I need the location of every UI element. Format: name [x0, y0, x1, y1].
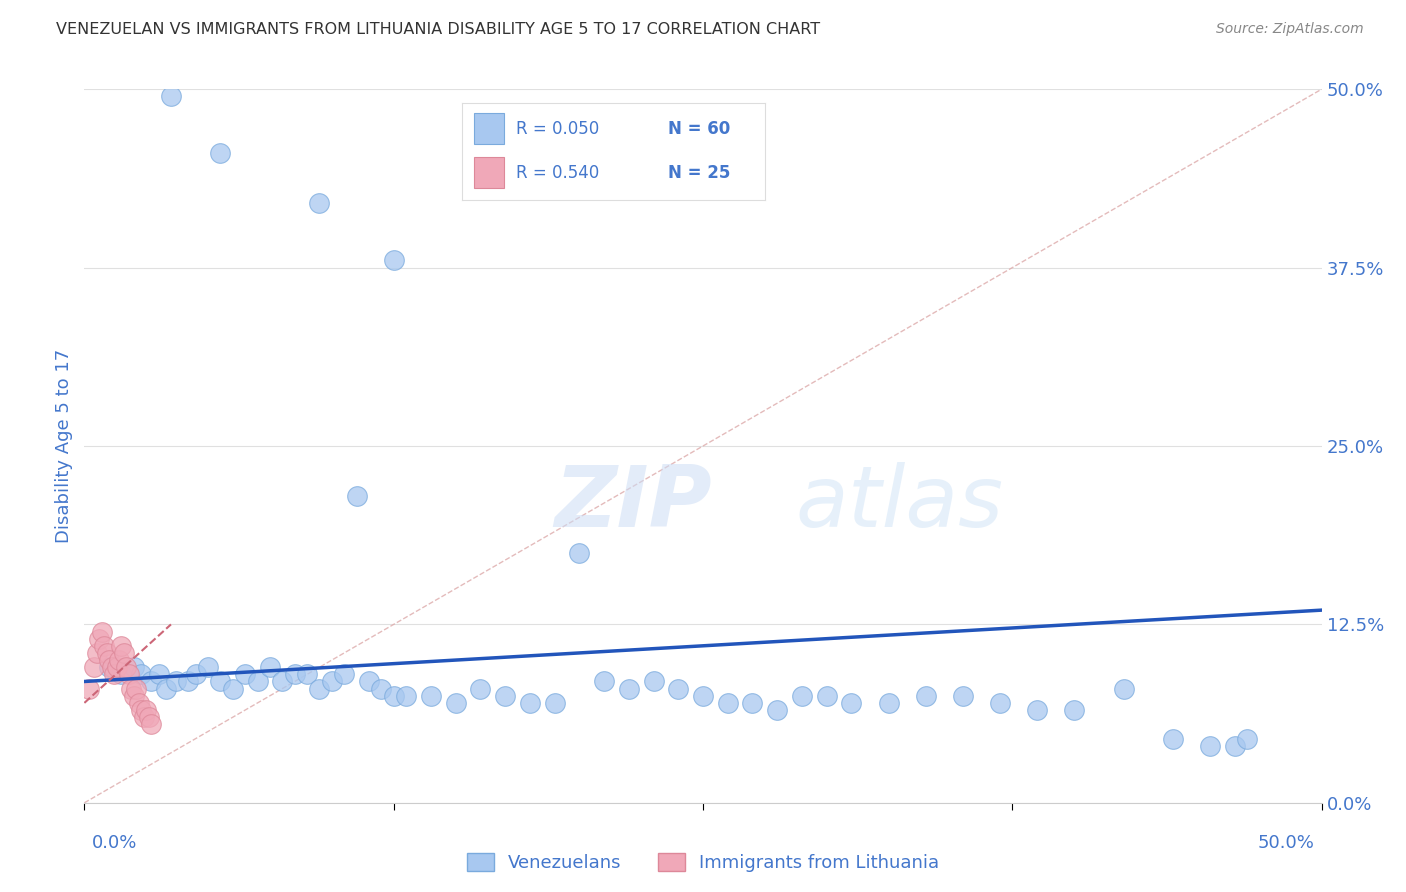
Point	[209, 674, 232, 689]
Point	[115, 660, 138, 674]
Point	[125, 681, 148, 696]
Point	[165, 674, 187, 689]
Point	[105, 660, 128, 674]
Point	[519, 696, 541, 710]
Point	[382, 253, 405, 268]
Point	[321, 674, 343, 689]
Point	[790, 689, 813, 703]
Point	[96, 646, 118, 660]
Point	[543, 696, 565, 710]
Point	[419, 689, 441, 703]
Point	[357, 674, 380, 689]
Point	[79, 681, 101, 696]
Point	[129, 703, 152, 717]
Point	[841, 696, 863, 710]
Point	[184, 667, 207, 681]
Point	[766, 703, 789, 717]
Point	[494, 689, 516, 703]
Point	[568, 546, 591, 560]
Point	[128, 696, 150, 710]
Point	[103, 667, 125, 681]
Point	[1112, 681, 1135, 696]
Point	[197, 660, 219, 674]
Point	[593, 674, 616, 689]
Point	[1236, 731, 1258, 746]
Point	[370, 681, 392, 696]
Point	[295, 667, 318, 681]
Point	[122, 660, 145, 674]
Point	[617, 681, 640, 696]
Point	[98, 653, 121, 667]
Point	[284, 667, 307, 681]
Point	[120, 681, 142, 696]
Text: atlas: atlas	[796, 461, 1004, 545]
Point	[148, 667, 170, 681]
Legend: Venezuelans, Immigrants from Lithuania: Venezuelans, Immigrants from Lithuania	[460, 846, 946, 880]
Y-axis label: Disability Age 5 to 17: Disability Age 5 to 17	[55, 349, 73, 543]
Text: 50.0%: 50.0%	[1258, 834, 1315, 852]
Point	[110, 639, 132, 653]
Point	[108, 653, 131, 667]
Point	[83, 660, 105, 674]
Point	[741, 696, 763, 710]
Point	[135, 703, 157, 717]
Point	[333, 667, 356, 681]
Point	[271, 674, 294, 689]
Text: ZIP: ZIP	[554, 461, 713, 545]
Point	[233, 667, 256, 681]
Point	[160, 89, 183, 103]
Point	[222, 681, 245, 696]
Text: Source: ZipAtlas.com: Source: ZipAtlas.com	[1216, 22, 1364, 37]
Point	[98, 660, 121, 674]
Text: 0.0%: 0.0%	[91, 834, 136, 852]
Point	[129, 667, 152, 681]
Point	[815, 689, 838, 703]
Point	[382, 689, 405, 703]
Point	[877, 696, 900, 710]
Text: VENEZUELAN VS IMMIGRANTS FROM LITHUANIA DISABILITY AGE 5 TO 17 CORRELATION CHART: VENEZUELAN VS IMMIGRANTS FROM LITHUANIA …	[56, 22, 820, 37]
Point	[666, 681, 689, 696]
Point	[132, 710, 155, 724]
Point	[1063, 703, 1085, 717]
Point	[308, 196, 330, 211]
Point	[444, 696, 467, 710]
Point	[89, 632, 111, 646]
Point	[110, 667, 132, 681]
Point	[988, 696, 1011, 710]
Point	[122, 689, 145, 703]
Point	[138, 710, 160, 724]
Point	[717, 696, 740, 710]
Point	[395, 689, 418, 703]
Point	[692, 689, 714, 703]
Point	[209, 146, 232, 161]
Point	[246, 674, 269, 689]
Point	[90, 624, 112, 639]
Point	[259, 660, 281, 674]
Point	[141, 717, 163, 731]
Point	[86, 646, 108, 660]
Point	[118, 667, 141, 681]
Point	[177, 674, 200, 689]
Point	[952, 689, 974, 703]
Point	[914, 689, 936, 703]
Point	[643, 674, 665, 689]
Point	[1026, 703, 1049, 717]
Point	[141, 674, 163, 689]
Point	[1161, 731, 1184, 746]
Point	[93, 639, 115, 653]
Point	[470, 681, 492, 696]
Point	[308, 681, 330, 696]
Point	[112, 646, 135, 660]
Point	[155, 681, 177, 696]
Point	[1223, 739, 1246, 753]
Point	[100, 660, 122, 674]
Point	[1199, 739, 1222, 753]
Point	[346, 489, 368, 503]
